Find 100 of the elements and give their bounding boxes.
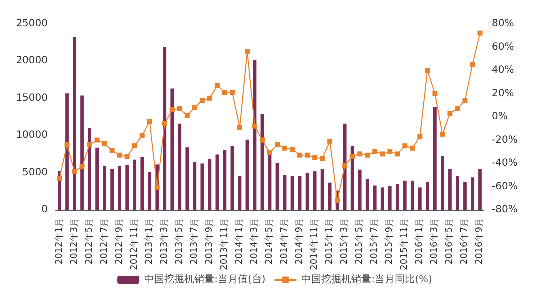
point: [252, 124, 258, 129]
x-tick-label: 2012年1月: [54, 218, 65, 265]
x-tick-label: 2015年1月: [324, 218, 336, 265]
y2-tick-label: 40%: [492, 65, 514, 76]
point: [462, 98, 468, 104]
x-tick-label: 2012年7月: [98, 218, 110, 265]
y-tick-label: 10000: [16, 130, 48, 142]
point: [110, 148, 115, 154]
x-tick-label: 2016年9月: [474, 218, 486, 265]
point: [124, 154, 130, 160]
point: [312, 155, 318, 160]
x-tick-label: 2013年5月: [174, 218, 185, 265]
bar: [328, 182, 332, 210]
point: [290, 147, 296, 152]
bar: [373, 186, 377, 210]
point: [425, 68, 430, 73]
y2-tick-label: 0%: [492, 112, 508, 122]
bar: [148, 172, 152, 210]
bar: [478, 169, 482, 210]
bar: [418, 188, 422, 210]
point: [358, 152, 363, 157]
point: [244, 49, 250, 54]
x-tick-label: 2015年5月: [354, 218, 366, 265]
point: [455, 106, 460, 112]
x-tick-label: 2014年11月: [309, 218, 320, 270]
point: [177, 106, 182, 112]
y2-tick-label: -60%: [492, 181, 518, 192]
bar: [464, 182, 467, 210]
legend-label: 中国挖掘机销量:当月值(台): [144, 274, 266, 286]
point: [87, 142, 92, 148]
bar: [170, 88, 174, 210]
point: [282, 146, 288, 151]
point: [328, 138, 333, 144]
point: [94, 138, 100, 143]
point: [448, 111, 453, 116]
bar: [410, 180, 414, 210]
point: [298, 152, 303, 158]
point: [184, 113, 190, 118]
legend-label: 中国挖掘机销量:当月同比(%): [302, 274, 433, 286]
x-tick-label: 2015年11月: [399, 218, 410, 270]
point: [388, 149, 393, 154]
point: [470, 62, 476, 68]
x-tick-label: 2012年5月: [84, 218, 95, 265]
y2-tick-label: 60%: [492, 42, 514, 53]
x-tick-label: 2014年1月: [234, 218, 245, 265]
x-tick-label: 2012年9月: [114, 218, 125, 265]
point: [260, 138, 265, 143]
x-tick-label: 2012年3月: [68, 218, 80, 265]
point: [64, 142, 70, 148]
bar: [441, 156, 444, 210]
point: [380, 152, 386, 157]
point: [432, 91, 438, 96]
bar: [96, 148, 99, 210]
y2-tick-label: -20%: [492, 134, 518, 146]
y-tick-label: 15000: [16, 92, 48, 104]
x-tick-label: 2013年11月: [218, 218, 230, 270]
x-tick-label: 2015年3月: [339, 218, 350, 265]
point: [395, 152, 400, 157]
point: [440, 132, 446, 137]
point: [342, 163, 348, 168]
bar: [448, 169, 452, 210]
bar: [380, 188, 384, 210]
x-tick-label: 2016年7月: [459, 218, 470, 265]
bar: [186, 148, 190, 210]
bar: [88, 128, 92, 210]
point: [478, 30, 483, 36]
point: [335, 198, 340, 204]
point: [222, 90, 228, 96]
point: [365, 152, 370, 158]
point: [147, 119, 152, 124]
bar: [471, 178, 474, 210]
bar: [73, 36, 76, 210]
point: [237, 124, 242, 130]
bar: [126, 165, 130, 210]
bar: [350, 146, 354, 210]
point: [410, 146, 416, 151]
point: [207, 96, 212, 101]
bar: [118, 166, 122, 210]
point: [57, 176, 62, 182]
point: [132, 144, 138, 149]
point: [372, 149, 378, 154]
bar: [103, 166, 106, 210]
x-tick-label: 2014年5月: [264, 218, 275, 265]
y2-tick-label: -40%: [492, 158, 518, 169]
bar: [343, 124, 347, 210]
bar: [193, 162, 197, 210]
bar: [403, 180, 407, 210]
x-tick-label: 2012年11月: [128, 218, 140, 270]
point: [268, 150, 272, 156]
x-tick-label: 2013年3月: [158, 218, 170, 265]
y-tick-label: 25000: [16, 18, 48, 30]
bar: [80, 96, 84, 210]
point: [72, 169, 78, 174]
bar: [388, 186, 392, 210]
bar: [426, 182, 430, 210]
x-tick-label: 2016年3月: [429, 218, 440, 265]
point: [117, 152, 122, 158]
point: [102, 141, 108, 146]
bar: [358, 170, 362, 210]
point: [402, 144, 408, 149]
